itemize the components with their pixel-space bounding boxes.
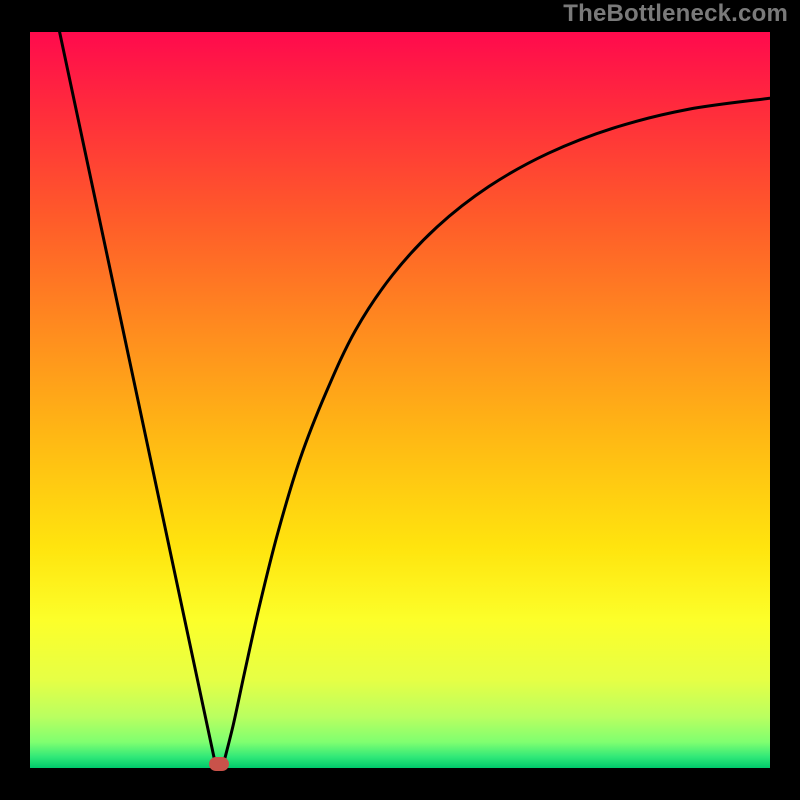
chart-container: TheBottleneck.com [0, 0, 800, 800]
curve-minimum-marker [209, 757, 229, 771]
gradient-plot-area [30, 32, 770, 768]
watermark-label: TheBottleneck.com [563, 0, 788, 28]
bottleneck-curve [30, 32, 770, 768]
